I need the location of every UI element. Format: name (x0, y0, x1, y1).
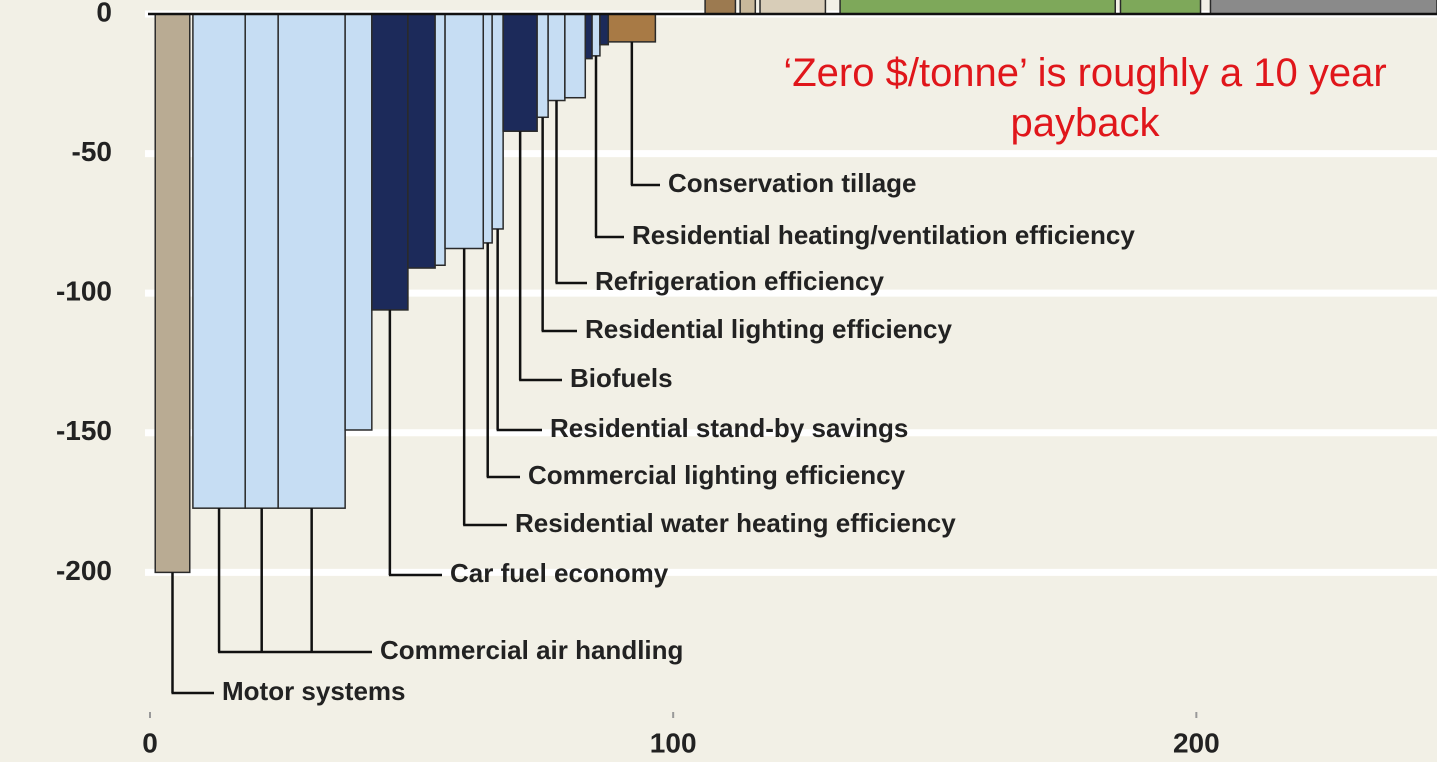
bar (371, 13, 409, 311)
bar-label: Refrigeration efficiency (595, 266, 885, 296)
bar-label: Motor systems (222, 676, 406, 706)
bar-label: Commercial lighting efficiency (528, 460, 906, 490)
bar (444, 13, 485, 250)
bar (607, 13, 657, 43)
bar (502, 13, 538, 132)
bar (839, 0, 1116, 15)
bar (591, 13, 601, 57)
bar (739, 0, 757, 15)
y-tick-label: -150 (56, 415, 112, 446)
y-tick-label: -100 (56, 276, 112, 307)
x-tick-label: 0 (142, 727, 158, 758)
bar (344, 13, 373, 431)
bar (482, 13, 493, 244)
bar-label: Residential stand-by savings (550, 413, 908, 443)
y-tick-label: 0 (96, 0, 112, 27)
bar-label: Biofuels (570, 363, 673, 393)
bar (407, 13, 436, 269)
bar (564, 13, 587, 99)
bar (584, 13, 593, 60)
x-tick-label: 200 (1173, 727, 1220, 758)
y-tick-label: -50 (72, 136, 112, 167)
bar (704, 0, 737, 15)
bar (759, 0, 827, 15)
bar (547, 13, 566, 102)
bar (1119, 0, 1202, 15)
bar (599, 13, 610, 46)
bar-label: Residential heating/ventilation efficien… (632, 220, 1135, 250)
bar-label: Residential water heating efficiency (515, 508, 956, 538)
bar (192, 13, 246, 509)
y-tick-label: -200 (56, 555, 112, 586)
bar-label: Commercial air handling (380, 635, 683, 665)
annotation: ‘Zero $/tonne’ is roughly a 10 year payb… (783, 51, 1387, 145)
bar (491, 13, 504, 230)
x-tick-label: 100 (650, 727, 697, 758)
bar-label: Car fuel economy (450, 558, 669, 588)
bar-label: Residential lighting efficiency (585, 314, 952, 344)
bar-label: Conservation tillage (668, 168, 917, 198)
bar (434, 13, 446, 267)
bar (154, 13, 191, 574)
bar (536, 13, 549, 119)
bar (244, 13, 279, 509)
bar (277, 13, 346, 509)
bar (1209, 0, 1437, 15)
